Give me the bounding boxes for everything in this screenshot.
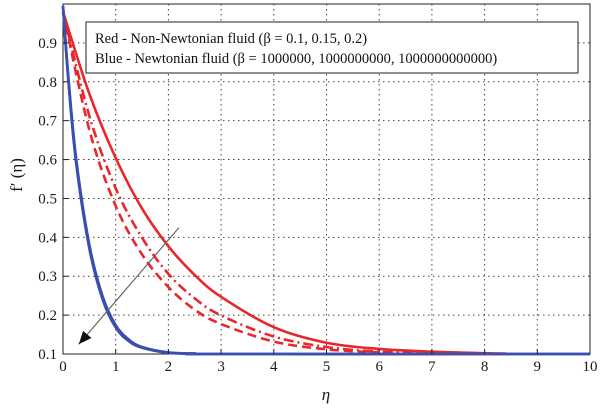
arrow-shaft xyxy=(78,227,180,345)
legend-entry-red: Red - Non-Newtonian fluid (β = 0.1, 0.15… xyxy=(95,31,367,47)
y-axis-title: f′ (η) xyxy=(7,158,26,192)
trend-arrow xyxy=(78,227,180,345)
x-tick-label: 3 xyxy=(217,359,225,375)
x-tick-label: 5 xyxy=(323,359,331,375)
red-series-line-3 xyxy=(61,11,380,354)
x-tick-label: 7 xyxy=(428,359,436,375)
legend: Red - Non-Newtonian fluid (β = 0.1, 0.15… xyxy=(85,21,579,74)
y-tick-label: 0.6 xyxy=(38,153,57,169)
y-tick-label: 0.8 xyxy=(38,75,57,91)
x-tick-label: 0 xyxy=(59,359,67,375)
x-tick-label: 9 xyxy=(534,359,542,375)
y-tick-label: 0.5 xyxy=(38,191,57,207)
legend-box xyxy=(85,21,579,74)
blue-series-line-6 xyxy=(61,5,591,356)
grid xyxy=(63,4,590,354)
legend-entry-blue: Blue - Newtonian fluid (β = 1000000, 100… xyxy=(95,51,497,67)
red-series-line-2 xyxy=(61,11,432,355)
y-tick-label: 0.2 xyxy=(38,308,57,324)
x-tick-label: 8 xyxy=(481,359,489,375)
arrow-head xyxy=(78,330,92,345)
x-tick-label: 6 xyxy=(375,359,383,375)
y-tick-label: 0.3 xyxy=(38,269,57,285)
y-tick-label: 0.9 xyxy=(38,36,57,52)
ticks-group: 0 1 2 3 4 5 6 7 8 9 10 0.1 0.2 0.3 0.4 0.5 0.6 0.7 0.8 0.9 xyxy=(38,36,597,375)
x-tick-label: 10 xyxy=(583,359,598,375)
y-tick-label: 0.1 xyxy=(38,347,57,363)
series-group xyxy=(61,5,591,356)
x-axis-title: η xyxy=(322,385,330,404)
x-tick-label: 1 xyxy=(112,359,120,375)
y-tick-label: 0.7 xyxy=(38,114,57,130)
x-tick-label: 2 xyxy=(165,359,173,375)
y-tick-label: 0.4 xyxy=(38,230,57,246)
x-tick-label: 4 xyxy=(270,359,278,375)
